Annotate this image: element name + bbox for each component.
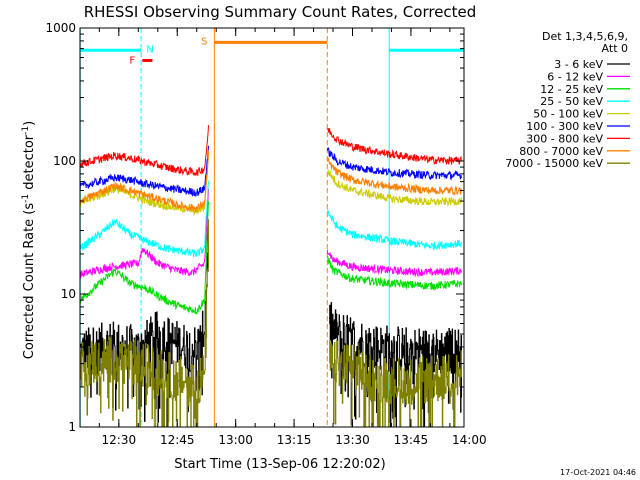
x-axis-label: Start Time (13-Sep-06 12:20:02) [174,457,385,472]
legend-entry-6: 300 - 800 keV [526,132,603,145]
legend-entry-8: 7000 - 15000 keV [505,157,603,170]
chart-title: RHESSI Observing Summary Count Rates, Co… [84,3,477,21]
footer-date: 17-Oct-2021 04:46 [560,468,636,477]
series-8-post [329,340,462,428]
series-6-post [327,127,462,166]
y-axis-label: Corrected Count Rate (s-1 detector-1) [21,121,37,359]
series-6-pre [79,125,209,176]
annotation-bars: NF S [80,36,464,66]
y-tick-label-2: 100 [53,154,76,168]
series-7-pre [79,150,209,213]
legend-entry-5: 100 - 300 keV [526,120,603,133]
series-2-pre [79,201,209,315]
series-7-post [326,156,462,196]
series-3-post [326,208,462,251]
y-axis-label-main: Corrected Count Rate (s [22,203,37,360]
legend-entry-0: 3 - 6 keV [554,58,603,71]
legend-header-line-2: Att 0 [602,42,628,55]
x-tick-label-1: 12:45 [160,433,195,447]
legend-entry-7: 800 - 7000 keV [519,145,603,158]
series-0-pre [80,225,209,428]
y-tick-label-3: 1000 [45,21,76,35]
annotation-label-n: N [146,44,153,55]
legend-entry-1: 6 - 12 keV [547,70,603,83]
y-tick-label-1: 10 [61,287,76,301]
series-2-post [326,256,462,291]
annotation-label-f: F [129,55,135,66]
series-group [79,125,462,428]
x-tick-label-5: 13:45 [394,433,429,447]
x-tick-label-3: 13:15 [277,433,312,447]
y-axis-label-end: ) [22,121,37,126]
annotation-label-s: S [201,36,207,47]
y-axis-label-tail-sup: -1 [21,126,31,135]
x-tick-label-2: 13:00 [218,433,253,447]
x-tick-label-6: 14:00 [452,433,487,447]
legend-header-line-1: Det 1,3,4,5,6,9, [542,30,628,43]
legend-entry-3: 25 - 50 keV [540,95,603,108]
x-tick-label-0: 12:30 [102,433,137,447]
x-tick-label-4: 13:30 [335,433,370,447]
legend-entry-2: 12 - 25 keV [540,83,603,96]
y-axis-label-sup: -1 [21,194,31,203]
y-tick-label-0: 1 [68,420,76,434]
legend-entry-4: 50 - 100 keV [533,108,603,121]
series-5-pre [79,145,209,198]
series-1-post [326,249,462,278]
series-5-post [326,147,462,181]
series-3-pre [79,180,209,258]
axes: 1 10 100 1000 12:30 12:45 13:00 13:15 13:30 13:45… [45,21,486,447]
series-4-post [326,169,462,207]
axes-frame [79,27,465,428]
series-1-pre [79,188,209,279]
y-axis-label-tail: detector [22,134,37,194]
